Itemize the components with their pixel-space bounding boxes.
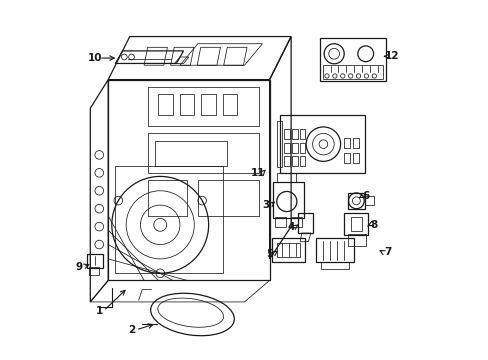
Text: 12: 12 <box>384 51 399 61</box>
Text: 9: 9 <box>75 262 82 272</box>
Text: 2: 2 <box>128 325 135 335</box>
Text: 8: 8 <box>370 220 377 230</box>
Text: 7: 7 <box>384 247 391 257</box>
Text: 1: 1 <box>96 306 102 316</box>
Text: 4: 4 <box>287 222 294 231</box>
Text: 3: 3 <box>262 200 269 210</box>
Text: 5: 5 <box>265 248 273 258</box>
Text: 11: 11 <box>250 168 265 178</box>
Text: 6: 6 <box>362 191 369 201</box>
Text: 10: 10 <box>87 53 102 63</box>
